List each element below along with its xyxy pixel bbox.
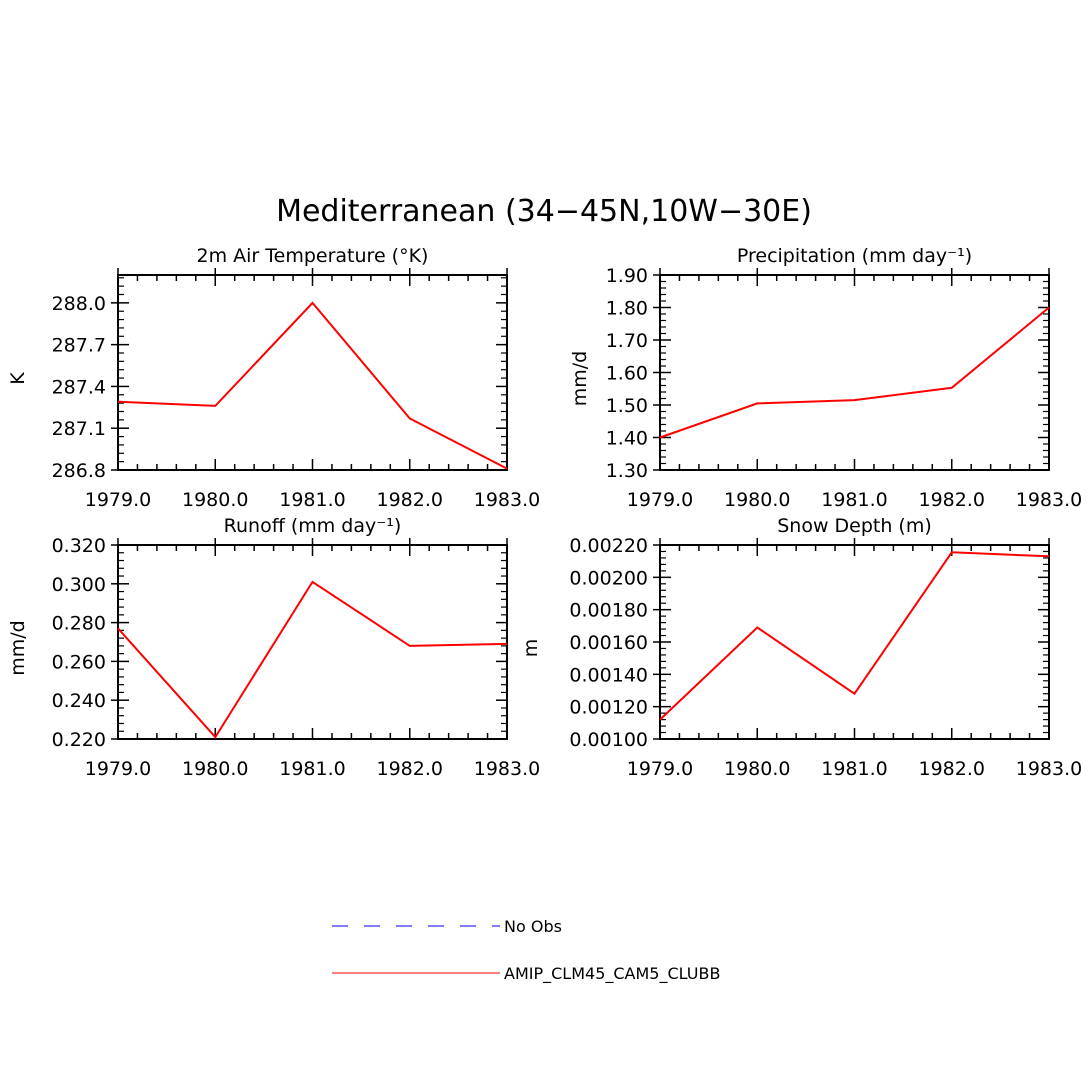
x-tick-label: 1980.0 [182,489,248,511]
x-tick-label: 1979.0 [85,758,151,780]
y-tick-label: 0.320 [52,535,106,557]
y-tick-label: 1.60 [606,363,648,385]
y-tick-label: 0.260 [52,651,106,673]
y-tick-label: 287.1 [52,418,106,440]
y-tick-label: 1.70 [606,330,648,352]
x-tick-label: 1982.0 [377,489,443,511]
y-axis-label: m [520,639,542,658]
legend-label-no-obs: No Obs [504,917,562,936]
x-tick-label: 1982.0 [919,758,985,780]
legend: No Obs AMIP_CLM45_CAM5_CLUBB [332,917,720,984]
panel-title: Snow Depth (m) [777,515,932,537]
y-tick-label: 0.00200 [569,567,648,589]
x-tick-label: 1980.0 [182,758,248,780]
y-tick-label: 1.50 [606,395,648,417]
y-tick-label: 0.240 [52,690,106,712]
x-tick-label: 1983.0 [474,758,540,780]
panel-air-temperature: 2m Air Temperature (°K) K 1979.0 1980.0 1981… [7,245,540,511]
y-tick-label: 1.40 [606,428,648,450]
y-tick-label: 1.30 [606,460,648,482]
y-axis-label: mm/d [569,351,591,406]
y-tick-label: 287.4 [52,376,106,398]
y-tick-label: 0.00220 [569,535,648,557]
x-tick-label: 1981.0 [279,489,345,511]
x-tick-label: 1979.0 [627,758,693,780]
series-line-model [117,580,508,739]
plot-frame [659,544,1050,740]
x-tick-label: 1981.0 [821,758,887,780]
plot-frame [117,544,508,740]
y-tick-label: 0.300 [52,574,106,596]
x-tick-label: 1983.0 [1016,758,1082,780]
series-line-model [659,551,1050,721]
y-tick-label: 1.90 [606,265,648,287]
y-tick-label: 288.0 [52,293,106,315]
y-tick-label: 1.80 [606,298,648,320]
x-tick-label: 1979.0 [627,489,693,511]
y-tick-label: 0.00140 [569,664,648,686]
plot-frame [659,274,1050,471]
y-tick-label: 0.00180 [569,600,648,622]
y-tick-label: 0.220 [52,729,106,751]
panel-runoff: Runoff (mm day⁻¹) mm/d 1979.0 1980.0 1981.0 1… [7,515,540,780]
y-tick-label: 0.00100 [569,729,648,751]
y-tick-label: 287.7 [52,335,106,357]
x-tick-label: 1982.0 [377,758,443,780]
figure-title: Mediterranean (34−45N,10W−30E) [276,194,812,229]
y-tick-label: 0.280 [52,613,106,635]
series-line-model [659,306,1050,439]
panel-snow-depth: Snow Depth (m) m 1979.0 1980.0 1981.0 1982.0 1… [520,515,1082,780]
panel-title: 2m Air Temperature (°K) [197,245,429,267]
x-tick-label: 1981.0 [279,758,345,780]
y-tick-label: 0.00120 [569,697,648,719]
panel-title: Precipitation (mm day⁻¹) [737,245,972,267]
panel-precipitation: Precipitation (mm day⁻¹) mm/d 1979.0 1980.0… [569,245,1082,511]
x-tick-label: 1980.0 [724,758,790,780]
x-tick-label: 1983.0 [1016,489,1082,511]
legend-label-model: AMIP_CLM45_CAM5_CLUBB [504,964,720,984]
x-tick-label: 1979.0 [85,489,151,511]
x-tick-label: 1980.0 [724,489,790,511]
y-axis-label: mm/d [7,620,29,675]
y-tick-label: 286.8 [52,460,106,482]
panel-title: Runoff (mm day⁻¹) [224,515,402,537]
y-tick-label: 0.00160 [569,632,648,654]
x-tick-label: 1983.0 [474,489,540,511]
x-tick-label: 1981.0 [821,489,887,511]
series-line-model [117,301,508,470]
x-tick-label: 1982.0 [919,489,985,511]
y-axis-label: K [7,372,29,385]
